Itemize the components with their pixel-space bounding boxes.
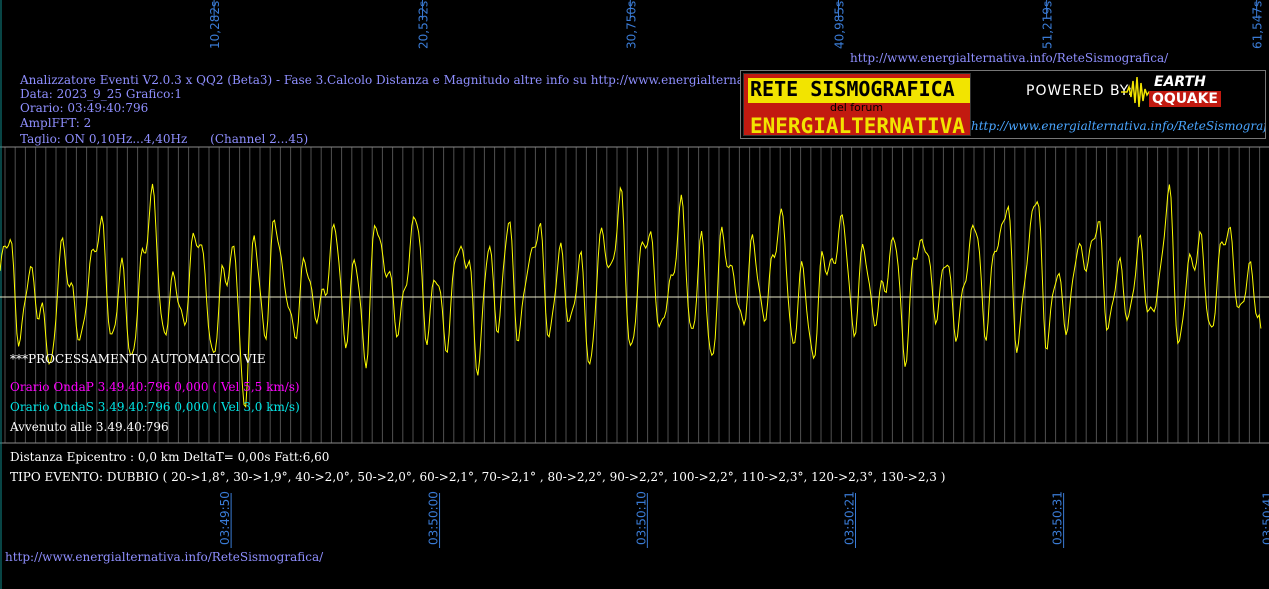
waveform-line	[0, 183, 1262, 408]
header-ampl: AmplFFT: 2	[20, 116, 92, 130]
bottom-tick-label: 03:50:10	[634, 491, 648, 545]
bottom-tick-label: 03:49:50	[218, 491, 232, 545]
bottom-clock-ticks: 03:49:50 03:50:00 03:50:10 03:50:21 03:50:31…	[218, 491, 1269, 548]
logo-brand-qquake: QQUAKE	[1149, 91, 1221, 107]
logo-subtitle: del forum	[830, 101, 884, 114]
vertical-grid	[4, 147, 1261, 443]
bottom-tick-label: 03:50:41	[1261, 491, 1269, 545]
onda-p-label: Orario OndaP 3.49.40:796 0,000 ( Vel 5,5…	[10, 380, 300, 394]
header-filter: Taglio: ON 0,10Hz...4,40Hz (Channel 2...…	[20, 132, 309, 146]
top-tick-label: 40,985s	[832, 1, 846, 49]
distanza-label: Distanza Epicentro : 0,0 km DeltaT= 0,00…	[10, 450, 330, 464]
top-tick-label: 10,282s	[208, 1, 222, 49]
top-tick-label: 51,219s	[1041, 1, 1055, 49]
header-title: Analizzatore Eventi V2.0.3 x QQ2 (Beta3)…	[20, 73, 856, 87]
bottom-tick-label: 03:50:21	[842, 491, 856, 545]
top-tick-label: 20,532s	[417, 1, 431, 49]
logo-url[interactable]: http://www.energialternativa.info/ReteSi…	[971, 119, 1266, 133]
logo-title: RETE SISMOGRAFICA	[750, 77, 955, 101]
top-time-ticks: 10,282s 20,532s 30,750s 40,985s 51,219s 61,54…	[208, 0, 1265, 49]
processing-label: ***PROCESSAMENTO AUTOMATICO VIE	[10, 352, 266, 366]
bottom-url[interactable]: http://www.energialternativa.info/ReteSi…	[5, 550, 324, 564]
logo-yellow-band	[748, 78, 970, 103]
header-date: Data: 2023_9_25 Grafico:1	[20, 87, 182, 101]
bottom-tick-label: 03:50:00	[427, 491, 441, 545]
tipo-evento-label: TIPO EVENTO: DUBBIO ( 20->1,8°, 30->1,9°…	[10, 470, 946, 484]
header-time: Orario: 03:49:40:796	[20, 101, 149, 115]
bottom-tick-label: 03:50:31	[1051, 491, 1065, 545]
top-tick-label: 61,547s	[1251, 1, 1265, 49]
logo-powered-by: POWERED BY:	[1026, 83, 1134, 99]
avvenuto-label: Avvenuto alle 3.49.40:796	[10, 420, 169, 434]
onda-s-label: Orario OndaS 3.49.40:796 0,000 ( Vel 3,0…	[10, 400, 300, 414]
logo-brand-earth: EARTH	[1154, 74, 1206, 90]
logo-red-panel: RETE SISMOGRAFICA del forum ENERGIALTERN…	[743, 73, 971, 138]
seismic-wave-icon	[1121, 76, 1161, 108]
top-url[interactable]: http://www.energialternativa.info/ReteSi…	[850, 51, 1169, 65]
logo-forum-name: ENERGIALTERNATIVA	[750, 114, 965, 138]
rete-sismografica-logo: RETE SISMOGRAFICA del forum ENERGIALTERN…	[740, 70, 1266, 139]
top-tick-label: 30,750s	[624, 1, 638, 49]
